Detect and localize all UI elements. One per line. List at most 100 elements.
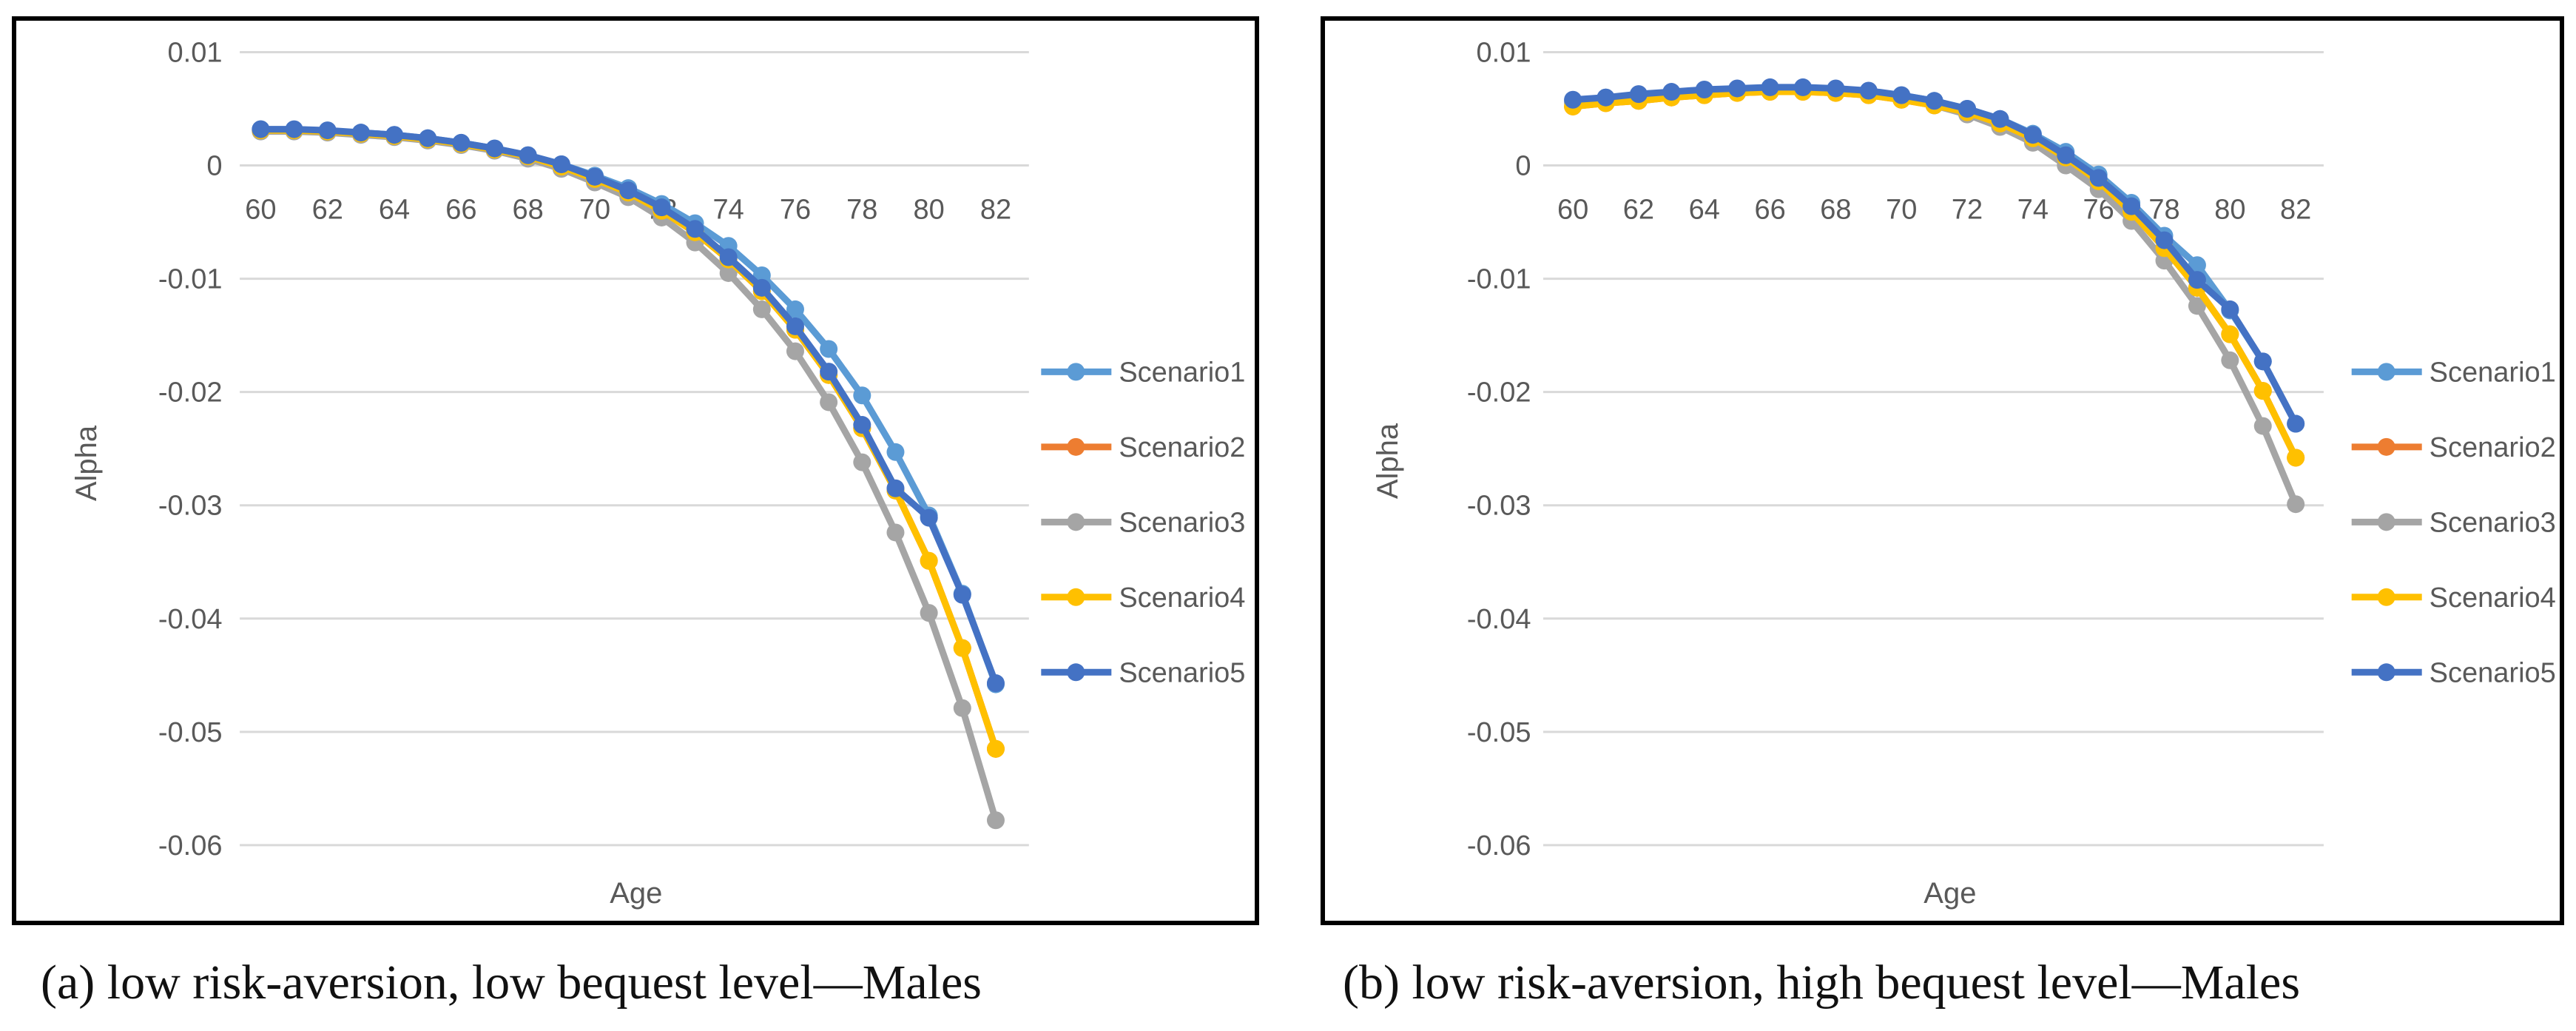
series-line-scenario4 [1572, 88, 2299, 460]
data-point-scenario5 [2253, 352, 2272, 371]
data-point-scenario5 [619, 181, 638, 200]
legend-swatch-marker [1067, 663, 1085, 682]
data-point-scenario5 [285, 120, 303, 138]
data-point-scenario5 [752, 278, 771, 297]
data-point-scenario5 [786, 317, 804, 335]
legend-label-scenario2: Scenario2 [1119, 432, 1245, 463]
data-point-scenario1 [786, 300, 804, 318]
data-point-scenario5 [252, 120, 270, 138]
x-tick-label: 74 [2017, 195, 2049, 226]
y-tick-label: 0.01 [1477, 37, 1531, 68]
x-tick-label: 70 [1886, 195, 1917, 226]
legend-label-scenario3: Scenario3 [2430, 507, 2556, 538]
y-tick-label: -0.04 [158, 604, 223, 635]
data-point-scenario5 [385, 126, 404, 144]
data-point-scenario5 [686, 220, 704, 238]
x-tick-label: 64 [379, 195, 410, 226]
data-point-scenario3 [786, 342, 804, 360]
y-tick-label: -0.06 [158, 830, 223, 862]
x-axis-label: Age [610, 877, 662, 910]
legend-swatch-marker [1067, 437, 1085, 456]
data-point-scenario5 [1629, 85, 1648, 104]
x-tick-label: 82 [2280, 195, 2311, 226]
x-tick-label: 62 [312, 195, 343, 226]
data-point-scenario4 [953, 639, 971, 657]
legend-label-scenario5: Scenario5 [1119, 657, 1245, 688]
legend-label-scenario4: Scenario4 [1119, 582, 1245, 614]
x-tick-label: 60 [245, 195, 276, 226]
legend-swatch-marker [2377, 513, 2395, 531]
data-point-scenario5 [920, 508, 938, 527]
x-tick-label: 62 [1623, 195, 1654, 226]
y-tick-label: -0.03 [1467, 491, 1531, 522]
legend-label-scenario4: Scenario4 [2430, 582, 2556, 614]
data-point-scenario5 [1859, 81, 1878, 100]
data-point-scenario5 [2221, 300, 2239, 318]
data-point-scenario5 [853, 416, 871, 434]
legend-swatch-marker [2377, 663, 2395, 682]
y-tick-label: -0.05 [1467, 717, 1531, 748]
data-point-scenario4 [920, 551, 938, 570]
y-tick-label: -0.01 [1467, 264, 1531, 295]
data-point-scenario4 [2253, 382, 2272, 400]
x-tick-label: 64 [1689, 195, 1720, 226]
x-tick-label: 60 [1557, 195, 1588, 226]
y-tick-label: -0.05 [158, 717, 223, 748]
data-point-scenario5 [1991, 110, 2009, 128]
data-point-scenario5 [2155, 231, 2174, 249]
y-tick-label: -0.03 [158, 491, 223, 522]
data-point-scenario1 [820, 340, 838, 358]
legend-swatch-marker [2377, 363, 2395, 381]
series-line-scenario3 [1572, 87, 2299, 506]
data-point-scenario1 [853, 386, 871, 405]
chart-b: 0.01 0 -0.01 -0.02 -0.03 -0.04 -0.05 -0.06 60 62 6… [1372, 37, 2556, 910]
legend-swatch-marker [1067, 513, 1085, 531]
data-point-scenario4 [2221, 325, 2239, 343]
data-point-scenario5 [820, 363, 838, 381]
x-tick-label: 66 [1754, 195, 1785, 226]
data-point-scenario5 [2023, 126, 2042, 144]
x-tick-label: 74 [713, 195, 744, 226]
data-point-scenario5 [2287, 414, 2305, 433]
x-tick-label: 78 [846, 195, 877, 226]
data-point-scenario5 [351, 124, 370, 142]
data-point-scenario1 [886, 443, 905, 461]
data-point-scenario5 [2122, 197, 2141, 215]
data-point-scenario3 [986, 811, 1005, 830]
y-tick-label: -0.06 [1467, 830, 1531, 862]
data-point-scenario4 [2287, 449, 2305, 467]
x-tick-label: 80 [2214, 195, 2245, 226]
x-tick-label: 78 [2148, 195, 2179, 226]
data-point-scenario3 [886, 523, 905, 542]
legend-swatch-marker [1067, 588, 1085, 606]
x-tick-label: 66 [445, 195, 476, 226]
legend-label-scenario1: Scenario1 [1119, 357, 1245, 388]
y-tick-label: 0.01 [168, 37, 223, 68]
legend-label-scenario1: Scenario1 [2430, 357, 2556, 388]
data-point-scenario5 [886, 479, 905, 497]
series-line-scenario1 [260, 126, 999, 686]
data-point-scenario5 [2089, 169, 2108, 187]
data-point-scenario3 [719, 263, 738, 282]
y-axis-label: Alpha [1372, 423, 1404, 499]
data-point-scenario5 [1662, 83, 1681, 101]
y-tick-label: 0 [1515, 151, 1531, 182]
legend-swatch-marker [2377, 437, 2395, 456]
caption-b: (b) low risk-aversion, high bequest leve… [1343, 956, 2301, 1010]
data-point-scenario5 [1958, 100, 1977, 118]
data-point-scenario4 [986, 739, 1005, 758]
data-point-scenario5 [1761, 78, 1779, 96]
data-point-scenario3 [2221, 351, 2239, 369]
chart-a: 0.01 0 -0.01 -0.02 -0.03 -0.04 -0.05 -0.06 60 62 6… [70, 37, 1245, 910]
data-point-scenario5 [552, 155, 570, 174]
y-tick-label: -0.02 [158, 377, 223, 409]
data-point-scenario5 [452, 133, 471, 152]
data-point-scenario5 [653, 198, 671, 217]
data-point-scenario3 [752, 300, 771, 318]
data-point-scenario5 [1695, 80, 1713, 98]
x-tick-label: 68 [1820, 195, 1851, 226]
data-point-scenario5 [1925, 92, 1943, 110]
legend-swatch-marker [1067, 363, 1085, 381]
legend-swatch-marker [2377, 588, 2395, 606]
x-axis-label: Age [1923, 877, 1976, 910]
